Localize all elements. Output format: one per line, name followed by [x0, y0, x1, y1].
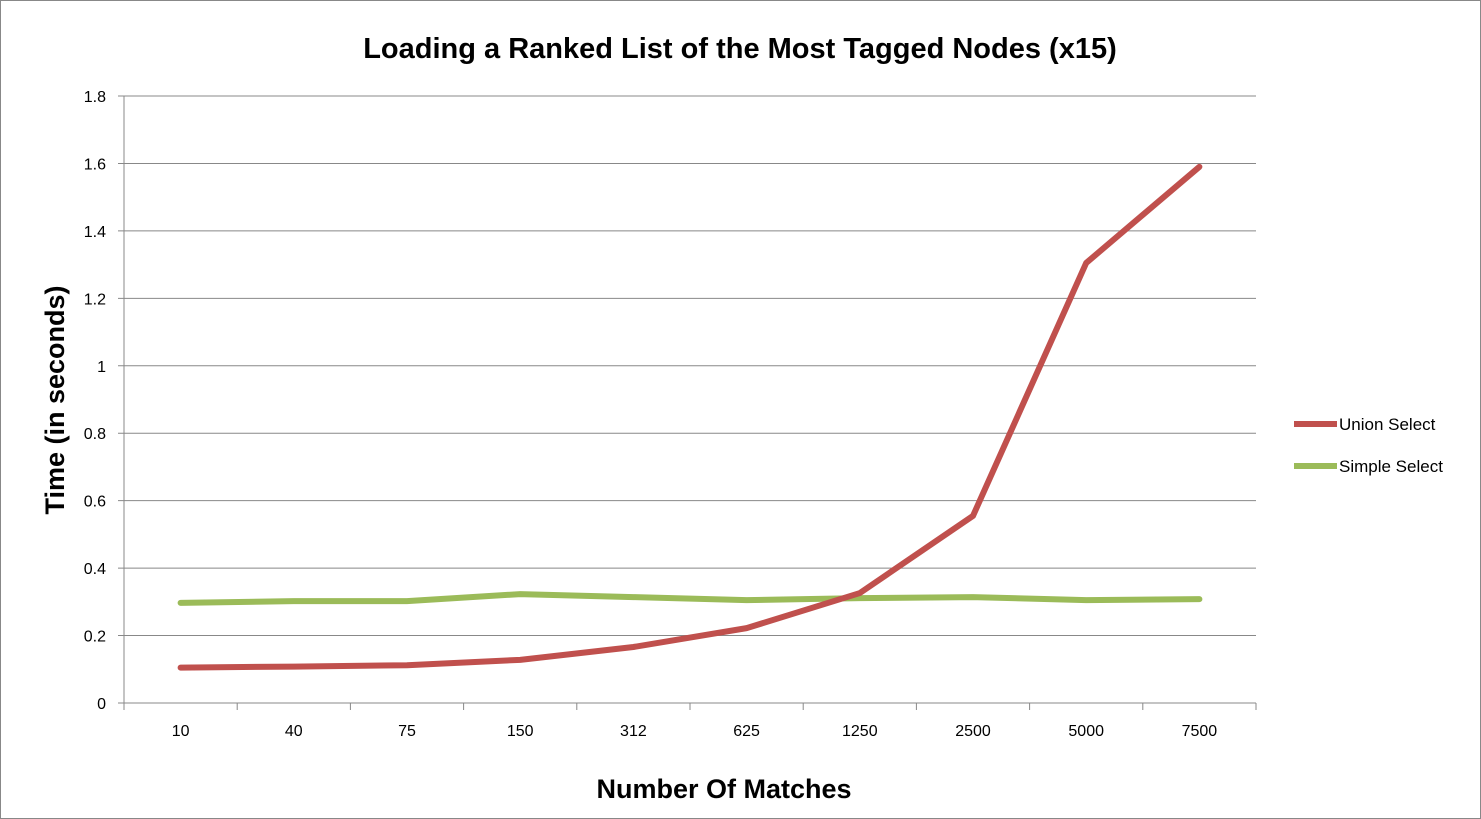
series-line-simple-select — [177, 591, 1203, 606]
x-tick-label: 625 — [733, 723, 760, 740]
x-tick-label: 7500 — [1182, 723, 1218, 740]
x-tick-label: 1250 — [842, 723, 878, 740]
series-line-union-select — [177, 163, 1203, 671]
legend-label: Simple Select — [1339, 457, 1443, 476]
x-tick-label: 75 — [398, 723, 416, 740]
y-tick-label: 0.4 — [84, 561, 106, 578]
chart-title: Loading a Ranked List of the Most Tagged… — [363, 33, 1117, 65]
x-tick-label: 150 — [507, 723, 534, 740]
x-tick-label: 10 — [172, 723, 190, 740]
x-tick-label: 312 — [620, 723, 647, 740]
y-tick-label: 0.6 — [84, 494, 106, 511]
y-tick-label: 1.4 — [84, 224, 106, 241]
x-tick-label: 2500 — [955, 723, 991, 740]
y-tick-label: 1.6 — [84, 156, 106, 173]
y-tick-label: 0.8 — [84, 426, 106, 443]
y-tick-label: 1 — [97, 359, 106, 376]
x-tick-label: 40 — [285, 723, 303, 740]
y-axis-title: Time (in seconds) — [40, 285, 70, 514]
y-tick-label: 1.8 — [84, 89, 106, 106]
x-tick-label: 5000 — [1068, 723, 1104, 740]
x-axis-title: Number Of Matches — [596, 774, 851, 804]
y-tick-label: 1.2 — [84, 291, 106, 308]
y-tick-label: 0 — [97, 696, 106, 713]
legend-label: Union Select — [1339, 415, 1436, 434]
y-tick-label: 0.2 — [84, 629, 106, 646]
